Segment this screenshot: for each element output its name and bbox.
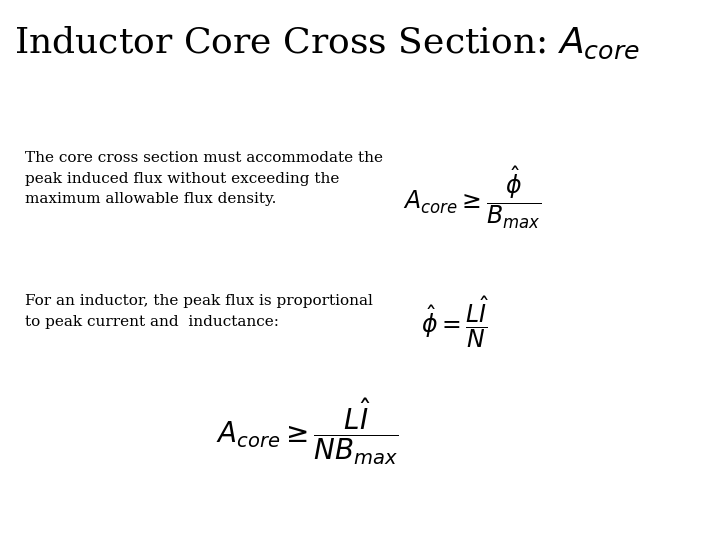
Text: $\hat{\phi} = \dfrac{L\hat{I}}{N}$: $\hat{\phi} = \dfrac{L\hat{I}}{N}$: [421, 294, 489, 350]
Text: $A_{core} \geq \dfrac{\hat{\phi}}{B_{max}}$: $A_{core} \geq \dfrac{\hat{\phi}}{B_{max…: [403, 165, 541, 231]
Text: $A_{core} \geq \dfrac{L\hat{I}}{NB_{max}}$: $A_{core} \geq \dfrac{L\hat{I}}{NB_{max}…: [216, 397, 399, 467]
Text: For an inductor, the peak flux is proportional
to peak current and  inductance:: For an inductor, the peak flux is propor…: [25, 294, 373, 329]
Text: The core cross section must accommodate the
peak induced flux without exceeding : The core cross section must accommodate …: [25, 151, 383, 206]
Text: Inductor Core Cross Section: $A_{core}$: Inductor Core Cross Section: $A_{core}$: [14, 24, 640, 60]
